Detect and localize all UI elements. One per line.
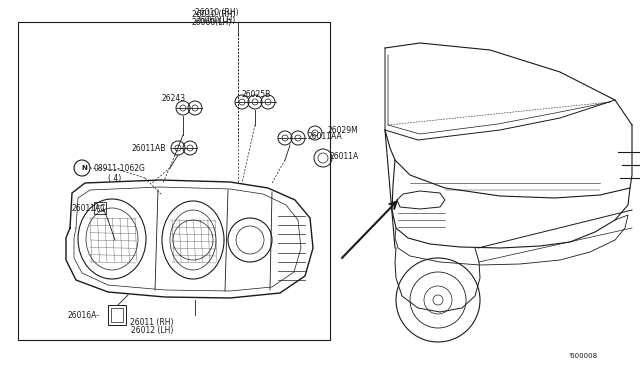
Bar [108,305,126,325]
Text: 26011 (RH): 26011 (RH) [131,317,173,327]
Text: 26011AB: 26011AB [132,144,166,153]
Text: 26243: 26243 [162,93,186,103]
Text: 26011AC: 26011AC [72,203,106,212]
Text: 26016A-: 26016A- [68,311,100,321]
Text: ’600008: ’600008 [568,353,597,359]
Text: 26012 (LH): 26012 (LH) [131,326,173,334]
Text: 26011A: 26011A [330,151,359,160]
Bar [94,202,106,214]
Bar [97,205,103,211]
Text: 26010 (RH): 26010 (RH) [192,10,236,19]
Text: 26025B: 26025B [242,90,271,99]
Text: 26029M: 26029M [328,125,359,135]
Text: N: N [81,165,87,171]
Text: 26060(LH): 26060(LH) [192,17,232,26]
Bar [18,22,330,340]
Text: 26010 (RH): 26010 (RH) [195,7,239,16]
Text: 26011AA: 26011AA [308,131,343,141]
Text: ( 4): ( 4) [108,173,121,183]
Text: 26060(LH): 26060(LH) [195,16,236,25]
Bar [111,308,123,322]
Text: 08911-1062G: 08911-1062G [94,164,146,173]
